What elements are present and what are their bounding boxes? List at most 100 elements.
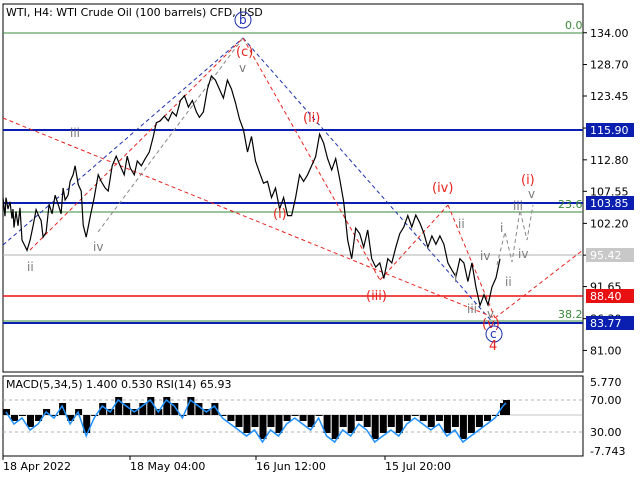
wave-b-label: b	[239, 13, 247, 27]
wave-i-mid: i	[454, 271, 457, 285]
macd-bar	[459, 415, 467, 439]
macd-bar	[387, 415, 395, 427]
macd-bar	[11, 415, 18, 421]
red-wave-line-2	[242, 37, 381, 281]
macd-bar	[27, 415, 34, 427]
x-axis-ticks: 18 Apr 2022 18 May 04:00 16 Jun 12:00 15 Ju…	[2, 456, 451, 473]
macd-bar	[411, 415, 419, 416]
wave-iii-left: iii	[70, 126, 80, 140]
macd-bar	[51, 415, 59, 416]
s1-box	[586, 289, 634, 303]
price-panel-frame	[2, 3, 584, 373]
x-tick-label: 18 Apr 2022	[3, 460, 71, 473]
r2-box	[586, 196, 634, 210]
macd-bar	[403, 415, 411, 421]
red-wave-line-3	[379, 204, 449, 281]
wave-ii-red: (ii)	[303, 111, 320, 126]
wave-i-fcst: i	[500, 221, 503, 235]
wave-ii-fcst: ii	[505, 275, 512, 289]
macd-bar	[355, 415, 363, 421]
macd-bar	[347, 415, 355, 433]
macd-bar	[323, 415, 331, 433]
macd-bar	[59, 403, 67, 415]
macd-bar	[219, 415, 227, 416]
macd-bar	[331, 415, 339, 439]
wave-c-circle	[485, 325, 503, 343]
r1-label: 115.90	[590, 124, 629, 137]
forecast-path	[496, 204, 534, 266]
macd-bar	[251, 415, 259, 427]
wave-iv-fcst: iv	[518, 247, 528, 261]
y-tick-label: 112.80	[590, 154, 629, 167]
wave-c-label: c	[490, 327, 497, 341]
macd-bar	[492, 415, 499, 416]
wave-iii-mid: iii	[467, 302, 477, 316]
indicator-tick-label: -7.743	[590, 445, 625, 458]
fib-38-label: 38.2	[558, 308, 583, 321]
channel-lines	[2, 37, 584, 326]
s1-label: 88.40	[590, 290, 622, 303]
y-tick-label: 123.45	[590, 90, 629, 103]
current-price-box	[586, 248, 634, 262]
y-tick-label: 107.55	[590, 185, 629, 198]
wave-v-fcst: v	[528, 187, 535, 201]
macd-bar	[235, 415, 243, 427]
price-series-line	[2, 74, 501, 308]
red-channel-upper	[2, 117, 496, 319]
rsi-line	[5, 398, 507, 444]
chart-title: WTI, H4: WTI Crude Oil (100 barrels) CFD…	[6, 6, 263, 19]
blue-channel-upper	[2, 37, 244, 246]
grey-wave-line	[97, 37, 244, 233]
macd-bar	[371, 415, 379, 439]
macd-bar	[475, 415, 483, 427]
x-tick-label: 15 Jul 20:00	[385, 460, 451, 473]
macd-bar	[307, 415, 315, 427]
y-tick-label: 128.70	[590, 59, 629, 72]
s2-box	[586, 316, 634, 330]
red-wave-line-1	[29, 37, 244, 251]
fib-0-label: 0.0	[565, 19, 583, 32]
macd-bar	[67, 415, 75, 421]
macd-bar	[503, 400, 510, 415]
wave-iv-mid: iv	[480, 249, 490, 263]
wave-4-label: 4	[489, 339, 497, 354]
indicator-tick-label: 30.00	[590, 426, 622, 439]
macd-bar	[83, 415, 91, 433]
macd-bar	[467, 415, 475, 433]
macd-bar	[339, 415, 347, 427]
wave-i-red: (i)	[273, 207, 287, 222]
indicator-tick-label: 70.00	[590, 394, 622, 407]
indicator-tick-label: 5.770	[590, 376, 622, 389]
s2-label: 83.77	[590, 317, 622, 330]
macd-bar	[451, 415, 459, 427]
macd-bar	[99, 403, 107, 415]
wave-iii-red: (iii)	[366, 289, 387, 304]
macd-bar	[171, 403, 179, 415]
wave-b-circle	[234, 11, 252, 29]
fib-23-label: 23.6	[558, 198, 583, 211]
macd-bar	[227, 415, 235, 421]
y-tick-label: 102.20	[590, 217, 629, 230]
macd-bar	[379, 415, 387, 433]
macd-bar	[283, 415, 291, 421]
red-wave-line-4	[447, 204, 496, 319]
macd-bar	[163, 397, 171, 415]
macd-bar	[291, 415, 299, 416]
y-tick-label: 134.00	[590, 27, 629, 40]
macd-bar	[123, 403, 131, 415]
macd-bar	[211, 403, 219, 415]
indicator-y-axis-ticks: 5.770 70.00 30.00 -7.743	[590, 376, 625, 458]
macd-bar	[419, 415, 427, 421]
indicator-panel-frame	[2, 375, 584, 457]
macd-bar	[315, 415, 323, 416]
macd-bar	[299, 415, 307, 421]
x-tick-label: 16 Jun 12:00	[256, 460, 326, 473]
y-tick-label: 81.00	[590, 344, 622, 357]
macd-bar	[35, 415, 43, 421]
macd-bar	[115, 397, 123, 415]
red-channel-right	[494, 249, 584, 319]
macd-bar	[91, 415, 99, 416]
macd-bar	[195, 403, 203, 415]
x-tick-label: 18 May 04:00	[130, 460, 205, 473]
